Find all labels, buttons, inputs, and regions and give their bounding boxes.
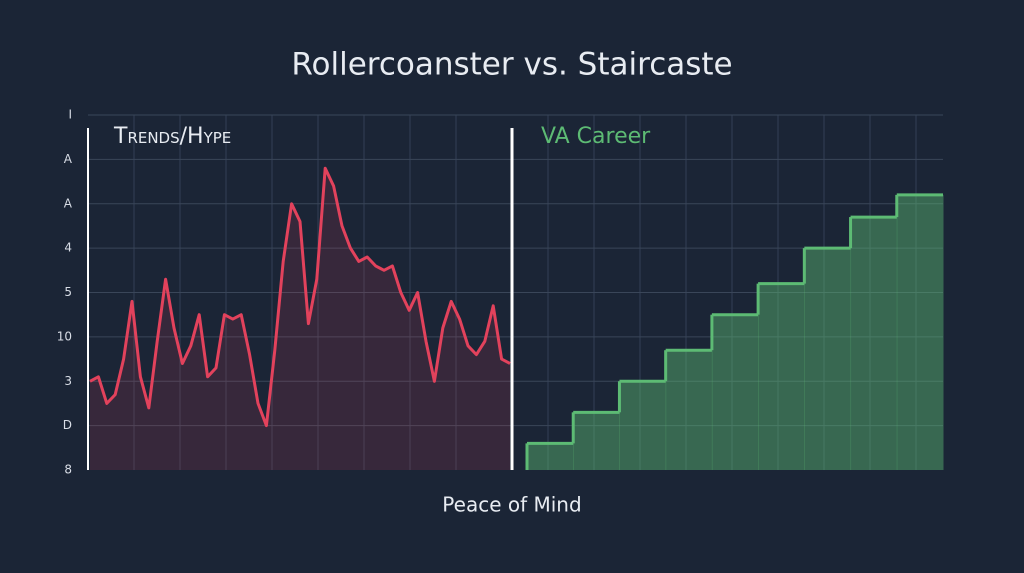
step-area [619, 381, 667, 470]
y-tick-label: 5 [64, 285, 72, 299]
step-area [665, 350, 713, 470]
y-tick-label: A [64, 152, 73, 166]
y-tick-label: 10 [57, 329, 72, 343]
panel-heading: VA Career [541, 124, 651, 149]
y-tick-label: 4 [64, 241, 72, 255]
line [89, 166, 511, 428]
step-area [804, 248, 852, 470]
step-area [896, 194, 944, 470]
area [90, 168, 510, 471]
step-area [527, 443, 574, 470]
step-area [573, 412, 620, 470]
y-tick-label: 3 [64, 374, 72, 388]
y-tick-label: I [68, 108, 72, 122]
y-tick-label: 8 [64, 463, 72, 477]
chart-title: Rollercoanster vs. Staircaste [291, 47, 732, 83]
step-area [758, 283, 805, 470]
y-tick-label: D [63, 418, 72, 432]
step-area [711, 314, 759, 470]
panel-heading: Trends/Hype [113, 124, 231, 149]
y-tick-label: A [64, 196, 73, 210]
step-area [850, 217, 898, 470]
x-axis-label: Peace of Mind [442, 493, 581, 517]
